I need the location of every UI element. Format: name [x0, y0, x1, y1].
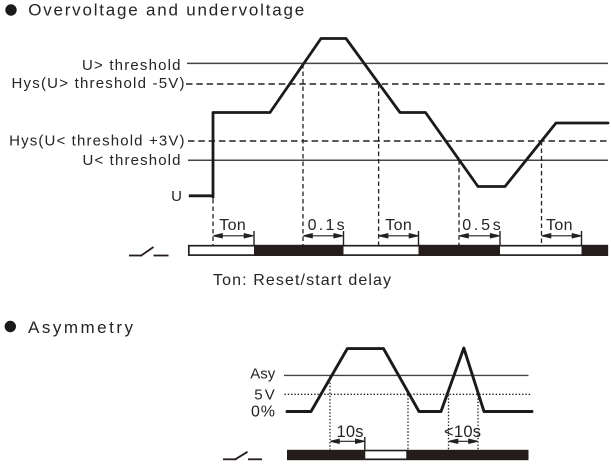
svg-text:Hys(U> threshold -5V): Hys(U> threshold -5V)	[12, 75, 185, 92]
svg-text:10s: 10s	[337, 423, 364, 441]
svg-text:0%: 0%	[251, 404, 275, 421]
svg-text:Ton: Ton	[385, 217, 412, 234]
svg-text:Ton: Reset/start delay: Ton: Reset/start delay	[213, 272, 391, 289]
svg-text:Hys(U< threshold +3V): Hys(U< threshold +3V)	[9, 132, 184, 149]
svg-text:5V: 5V	[254, 387, 275, 404]
svg-text:Asymmetry: Asymmetry	[28, 318, 134, 337]
svg-text:Ton: Ton	[219, 217, 246, 234]
svg-text:<10s: <10s	[444, 423, 481, 441]
svg-text:U> threshold: U> threshold	[82, 57, 181, 74]
svg-text:Ton: Ton	[546, 217, 573, 234]
svg-text:Overvoltage and undervoltage: Overvoltage and undervoltage	[28, 1, 304, 20]
svg-text:U: U	[171, 188, 182, 205]
svg-text:0.1s: 0.1s	[308, 217, 345, 234]
svg-text:0.5s: 0.5s	[462, 217, 501, 234]
svg-text:Asy: Asy	[250, 366, 276, 383]
svg-text:U< threshold: U< threshold	[83, 152, 181, 169]
